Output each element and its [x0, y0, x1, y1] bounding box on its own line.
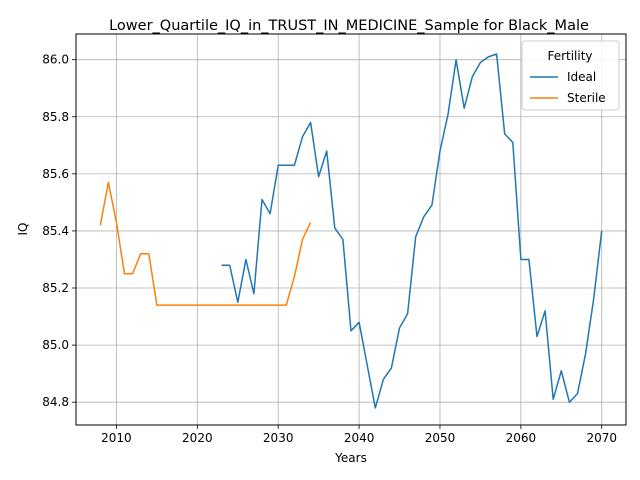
x-tick-label: 2010 — [101, 431, 132, 445]
x-tick-label: 2050 — [425, 431, 456, 445]
y-tick-label: 85.8 — [42, 110, 69, 124]
y-tick-label: 84.8 — [42, 395, 69, 409]
series-lines — [99, 53, 603, 409]
legend: Fertility Ideal Sterile — [521, 40, 620, 111]
y-tick-label: 86.0 — [42, 53, 69, 67]
legend-label-ideal: Ideal — [567, 70, 596, 84]
x-axis-ticks: 2010 2020 2030 2040 2050 2060 2070 — [101, 425, 617, 445]
x-tick-label: 2060 — [506, 431, 537, 445]
y-tick-label: 85.4 — [42, 224, 69, 238]
series-line-sterile — [99, 181, 312, 306]
chart-title: Lower_Quartile_IQ_in_TRUST_IN_MEDICINE_S… — [109, 18, 589, 34]
y-tick-label: 85.0 — [42, 338, 69, 352]
y-tick-label: 85.2 — [42, 281, 69, 295]
plot-frame — [75, 33, 627, 426]
legend-label-sterile: Sterile — [567, 91, 606, 105]
legend-title: Fertility — [547, 49, 592, 63]
y-axis-label: IQ — [16, 223, 30, 236]
x-tick-label: 2040 — [344, 431, 375, 445]
y-tick-label: 85.6 — [42, 167, 69, 181]
x-tick-label: 2070 — [586, 431, 617, 445]
series-line-ideal — [221, 53, 603, 409]
x-axis-label: Years — [334, 451, 367, 465]
x-tick-label: 2030 — [263, 431, 294, 445]
legend-box — [521, 40, 620, 111]
x-tick-label: 2020 — [182, 431, 213, 445]
y-axis-ticks: 84.8 85.0 85.2 85.4 85.6 85.8 86.0 — [42, 53, 76, 409]
